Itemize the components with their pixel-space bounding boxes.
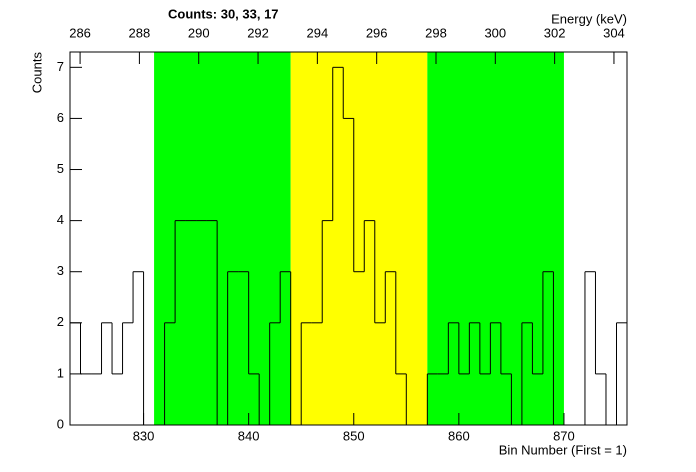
top-tick-label: 292 bbox=[247, 25, 269, 40]
region bbox=[154, 52, 291, 425]
plot-frame bbox=[69, 51, 628, 426]
x-tick-label: 840 bbox=[238, 428, 260, 443]
y-tick-label: 2 bbox=[57, 314, 64, 329]
y-tick-label: 4 bbox=[57, 212, 64, 227]
top-tick-label: 290 bbox=[188, 25, 210, 40]
top-tick-label: 304 bbox=[603, 25, 625, 40]
x-tick-label: 830 bbox=[133, 428, 155, 443]
y-tick-label: 7 bbox=[57, 59, 64, 74]
region bbox=[290, 52, 428, 425]
y-tick-label: 5 bbox=[57, 161, 64, 176]
top-tick-label: 302 bbox=[544, 25, 566, 40]
x-axis-label: Bin Number (First = 1) bbox=[499, 442, 627, 457]
top-tick-label: 296 bbox=[366, 25, 388, 40]
y-tick-label: 3 bbox=[57, 263, 64, 278]
top-tick-label: 300 bbox=[484, 25, 506, 40]
chart-title: Counts: 30, 33, 17 bbox=[168, 6, 279, 21]
top-tick-label: 298 bbox=[425, 25, 447, 40]
x-tick-label: 870 bbox=[553, 428, 575, 443]
top-tick-label: 286 bbox=[69, 25, 91, 40]
y-tick-label: 6 bbox=[57, 110, 64, 125]
x-tick-label: 850 bbox=[343, 428, 365, 443]
top-tick-label: 288 bbox=[129, 25, 151, 40]
top-tick-label: 294 bbox=[307, 25, 329, 40]
y-axis-label: Counts bbox=[29, 52, 44, 94]
y-tick-label: 1 bbox=[57, 365, 64, 380]
region bbox=[427, 52, 564, 425]
y-tick-label: 0 bbox=[57, 416, 64, 431]
x-tick-label: 860 bbox=[448, 428, 470, 443]
top-axis-label: Energy (keV) bbox=[551, 11, 627, 26]
